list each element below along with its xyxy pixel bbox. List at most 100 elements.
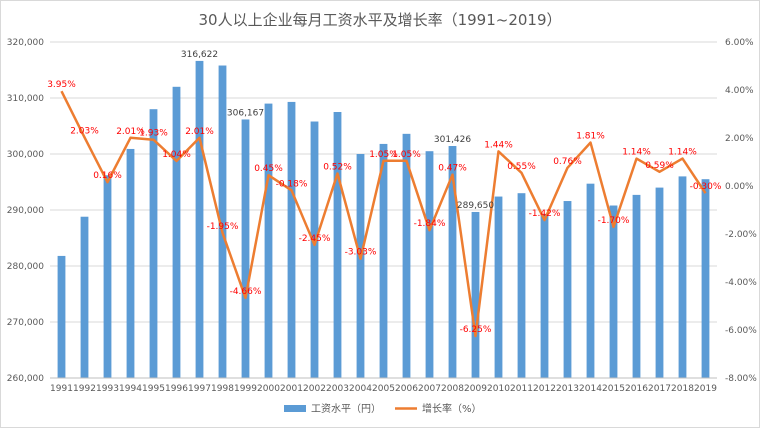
x-tick-label: 1997 <box>188 384 211 394</box>
line-data-label: 1.14% <box>668 148 697 158</box>
x-tick-label: 2014 <box>579 384 602 394</box>
left-tick-label: 310,000 <box>7 94 44 104</box>
bar <box>195 60 204 378</box>
x-tick-label: 2008 <box>441 384 464 394</box>
line-data-label: -0.18% <box>276 179 308 189</box>
line-data-label: 1.14% <box>622 148 651 158</box>
left-tick-label: 260,000 <box>7 374 44 384</box>
line-data-label: 1.44% <box>484 140 513 150</box>
x-tick-label: 1994 <box>119 384 142 394</box>
right-tick-label: -6.00% <box>725 326 757 336</box>
line-data-label: -0.30% <box>690 182 722 192</box>
x-tick-label: 2007 <box>418 384 441 394</box>
bar <box>57 255 66 378</box>
x-tick-label: 2019 <box>694 384 717 394</box>
bar-series <box>57 60 710 379</box>
line-data-label: -1.42% <box>529 209 561 219</box>
line-data-label: -3.03% <box>345 248 377 258</box>
x-axis: 1991 1992 1993 1994 1995 1996 1997 1998 1999 2000… <box>50 377 717 394</box>
x-tick-label: 2003 <box>326 384 349 394</box>
line-data-label: -1.70% <box>598 216 630 226</box>
bar <box>333 112 342 378</box>
bar <box>586 183 595 378</box>
left-tick-label: 320,000 <box>7 38 44 48</box>
legend: 工资水平（円） 增长率（%） <box>284 402 482 415</box>
x-tick-label: 2010 <box>487 384 510 394</box>
line-data-label: 0.55% <box>507 162 536 172</box>
x-tick-label: 2012 <box>533 384 556 394</box>
line-data-label: -1.84% <box>414 219 446 229</box>
line-data-label: 0.47% <box>438 164 467 174</box>
line-data-label: 2.03% <box>70 126 99 136</box>
bar <box>379 143 388 378</box>
legend-label-line: 增长率（%） <box>422 402 482 415</box>
bar <box>678 176 687 378</box>
left-tick-label: 290,000 <box>7 206 44 216</box>
line-data-label: 0.76% <box>553 157 582 167</box>
x-tick-label: 2011 <box>510 384 533 394</box>
line-data-label: 1.81% <box>576 132 605 142</box>
x-tick-label: 1991 <box>50 384 73 394</box>
line-data-label: -2.45% <box>299 234 331 244</box>
bar <box>172 86 181 379</box>
bar <box>609 205 618 378</box>
right-axis: -8.00% -6.00% -4.00% -2.00% 0.00% 2.00% 4.00% 6… <box>725 38 757 384</box>
bar-data-label: 301,426 <box>434 135 471 145</box>
left-axis: 260,000 270,000 280,000 290,000 300,000 310,0… <box>7 38 44 384</box>
bar <box>149 109 158 378</box>
right-tick-label: 6.00% <box>725 38 754 48</box>
line-data-label: 3.95% <box>47 80 76 90</box>
line-data-label: 2.01% <box>185 127 214 137</box>
bar <box>701 179 710 378</box>
x-tick-label: 1996 <box>165 384 188 394</box>
line-data-label: -4.66% <box>230 287 262 297</box>
bar <box>494 196 503 378</box>
line-data-label: 1.05% <box>392 150 421 160</box>
line-data-label: 1.05% <box>369 150 398 160</box>
x-tick-label: 2005 <box>372 384 395 394</box>
bar <box>103 175 112 378</box>
right-tick-label: -4.00% <box>725 278 757 288</box>
right-tick-label: -2.00% <box>725 230 757 240</box>
bar-data-label: 289,650 <box>457 201 494 211</box>
x-tick-label: 2015 <box>602 384 625 394</box>
line-data-label: -6.25% <box>460 325 492 335</box>
line-data-label: 0.16% <box>93 171 122 181</box>
x-tick-label: 1998 <box>211 384 234 394</box>
bar <box>402 133 411 378</box>
x-tick-label: 2016 <box>625 384 648 394</box>
bar <box>655 187 664 378</box>
line-labels: 3.95%2.03%0.16%2.01%1.93%1.04%2.01%-1.95… <box>47 80 722 335</box>
bar <box>632 194 641 378</box>
legend-label-bar: 工资水平（円） <box>311 403 381 415</box>
x-tick-label: 2002 <box>303 384 326 394</box>
x-tick-label: 2006 <box>395 384 418 394</box>
x-tick-label: 1999 <box>234 384 257 394</box>
line-data-label: 1.93% <box>139 129 168 139</box>
bar <box>264 103 273 378</box>
x-tick-label: 2017 <box>648 384 671 394</box>
bar <box>241 119 250 379</box>
x-tick-label: 1992 <box>73 384 96 394</box>
line-data-label: 1.04% <box>162 150 191 160</box>
right-tick-label: 4.00% <box>725 86 754 96</box>
bar <box>425 151 434 378</box>
bar <box>126 148 135 378</box>
left-tick-label: 280,000 <box>7 262 44 272</box>
x-tick-label: 2001 <box>280 384 303 394</box>
bar-data-label: 306,167 <box>227 108 264 118</box>
x-tick-label: 2004 <box>349 384 372 394</box>
x-tick-label: 1995 <box>142 384 165 394</box>
bar <box>287 101 296 379</box>
x-tick-label: 2018 <box>671 384 694 394</box>
line-data-label: 0.59% <box>645 161 674 171</box>
line-data-label: 0.52% <box>323 163 352 173</box>
x-tick-label: 2013 <box>556 384 579 394</box>
right-tick-label: -8.00% <box>725 374 757 384</box>
bar <box>80 216 89 378</box>
line-data-label: 2.01% <box>116 127 145 137</box>
bar <box>563 201 572 378</box>
bar <box>310 121 319 379</box>
x-tick-label: 2000 <box>257 384 280 394</box>
x-tick-label: 2009 <box>464 384 487 394</box>
